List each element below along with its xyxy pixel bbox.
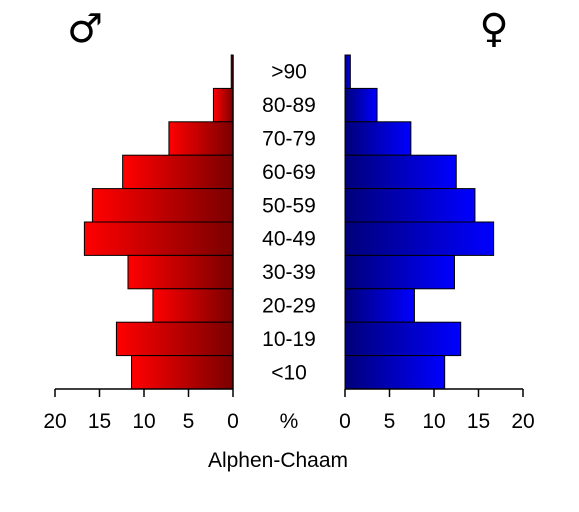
male-bars xyxy=(83,54,234,390)
x-tick-label: 20 xyxy=(43,410,66,433)
x-tick-label: 15 xyxy=(88,410,111,433)
age-group-label: 30-39 xyxy=(262,261,316,284)
female-bars xyxy=(344,54,495,390)
female-bar xyxy=(344,288,415,323)
age-group-label: 70-79 xyxy=(262,128,316,151)
x-tick-label: 0 xyxy=(339,410,351,433)
male-bar xyxy=(212,87,234,123)
female-bar xyxy=(344,254,455,290)
male-bar xyxy=(115,321,234,357)
male-bar xyxy=(91,188,234,223)
unit-label: % xyxy=(280,410,299,433)
male-bar xyxy=(122,154,234,190)
age-group-label: 40-49 xyxy=(262,228,316,251)
age-group-label: 20-29 xyxy=(262,295,316,318)
x-tick-label: 0 xyxy=(227,410,239,433)
age-group-label: 60-69 xyxy=(262,161,316,184)
male-bar xyxy=(131,355,234,390)
age-group-labels: >90 80-89 70-79 60-69 50-59 40-49 30-39 20-29 10… xyxy=(262,61,316,385)
age-group-label: >90 xyxy=(271,61,307,84)
x-tick-label: 5 xyxy=(384,410,396,433)
male-x-axis: 20 15 10 5 0 xyxy=(43,388,239,433)
chart-title: Alphen-Chaam xyxy=(208,449,348,472)
female-bar xyxy=(344,121,412,156)
x-tick-label: 20 xyxy=(511,410,534,433)
x-tick-label: 15 xyxy=(467,410,490,433)
age-group-label: 50-59 xyxy=(262,194,316,217)
male-bar xyxy=(168,121,234,156)
age-group-label: 80-89 xyxy=(262,94,316,117)
female-x-axis: 0 5 10 15 20 xyxy=(339,388,535,433)
male-bar xyxy=(152,288,234,323)
female-bar xyxy=(344,188,476,223)
age-group-label: 10-19 xyxy=(262,328,316,351)
female-bar xyxy=(344,321,462,357)
x-tick-label: 10 xyxy=(132,410,155,433)
x-tick-label: 10 xyxy=(422,410,445,433)
male-symbol: ♂ xyxy=(67,6,103,52)
female-bar xyxy=(344,221,495,256)
female-bar xyxy=(344,355,446,390)
female-symbol: ♀ xyxy=(479,6,508,52)
male-bar xyxy=(127,254,234,290)
female-bar xyxy=(344,154,457,190)
age-group-label: <10 xyxy=(271,361,307,384)
female-bar xyxy=(344,87,378,123)
male-bar xyxy=(83,221,234,256)
x-tick-label: 5 xyxy=(183,410,195,433)
female-bar xyxy=(344,54,351,89)
